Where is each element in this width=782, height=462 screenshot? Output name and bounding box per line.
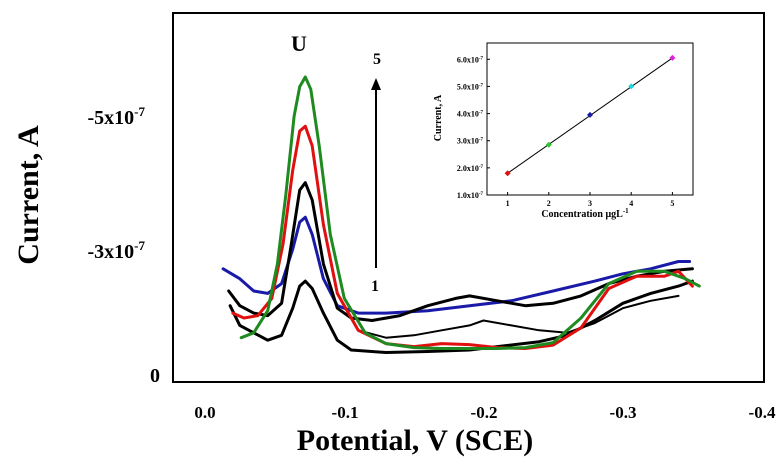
main-x-tick-label: -0.3: [610, 403, 637, 422]
inset-data-point: [545, 141, 552, 148]
main-series-group: [221, 75, 701, 354]
peak-u-label: U: [291, 31, 307, 56]
inset-data-point: [628, 83, 635, 90]
main-x-axis-title: Potential, V (SCE): [297, 424, 533, 457]
voltammogram-curve-6: [239, 75, 701, 350]
voltammogram-curve-1: [228, 279, 694, 354]
arrow-bottom-label: 1: [371, 278, 379, 295]
voltammogram-curve-4: [357, 294, 680, 339]
main-y-tick-label: -5x10-7: [87, 104, 145, 129]
inset-data-point: [669, 54, 676, 61]
main-y-axis-title: Current, A: [12, 125, 45, 265]
inset-x-tick-label: 4: [629, 199, 633, 208]
main-y-tick-label: -3x10-7: [87, 238, 145, 263]
inset-y-tick-label: 3.0x10-7: [457, 137, 484, 146]
inset-x-tick-label: 5: [670, 199, 674, 208]
inset-y-tick-label: 6.0x10-7: [457, 55, 484, 64]
main-x-tick-label: -0.4: [749, 403, 776, 422]
arrow-top-label: 5: [373, 51, 381, 68]
main-plot-frame: [172, 12, 765, 383]
inset-data-point: [587, 111, 593, 118]
inset-y-tick-label: 2.0x10-7: [457, 164, 484, 173]
main-y-tick-label: 0: [150, 365, 160, 387]
inset-y-tick-label: 5.0x10-7: [457, 82, 484, 91]
inset-x-tick-label: 3: [588, 199, 592, 208]
inset-y-tick-label: 1.0x10-7: [457, 191, 484, 200]
inset-x-tick-label: 1: [506, 199, 510, 208]
increase-arrow: [371, 78, 381, 268]
inset-x-axis-title: Concentration μgL-1: [541, 207, 629, 220]
main-x-tick-label: 0.0: [194, 403, 215, 422]
inset-x-tick-label: 2: [547, 199, 551, 208]
calibration-inset: Current, A Concentration μgL-1 1 2 3 4 5 1.0…: [433, 42, 694, 220]
main-x-tick-label: -0.1: [332, 403, 359, 422]
inset-data-point: [504, 170, 511, 177]
voltammogram-curve-3: [227, 181, 694, 322]
inset-y-axis-title: Current, A: [433, 94, 444, 141]
inset-frame: [486, 42, 694, 196]
main-x-tick-label: -0.2: [471, 403, 498, 422]
inset-y-tick-label: 4.0x10-7: [457, 110, 484, 119]
